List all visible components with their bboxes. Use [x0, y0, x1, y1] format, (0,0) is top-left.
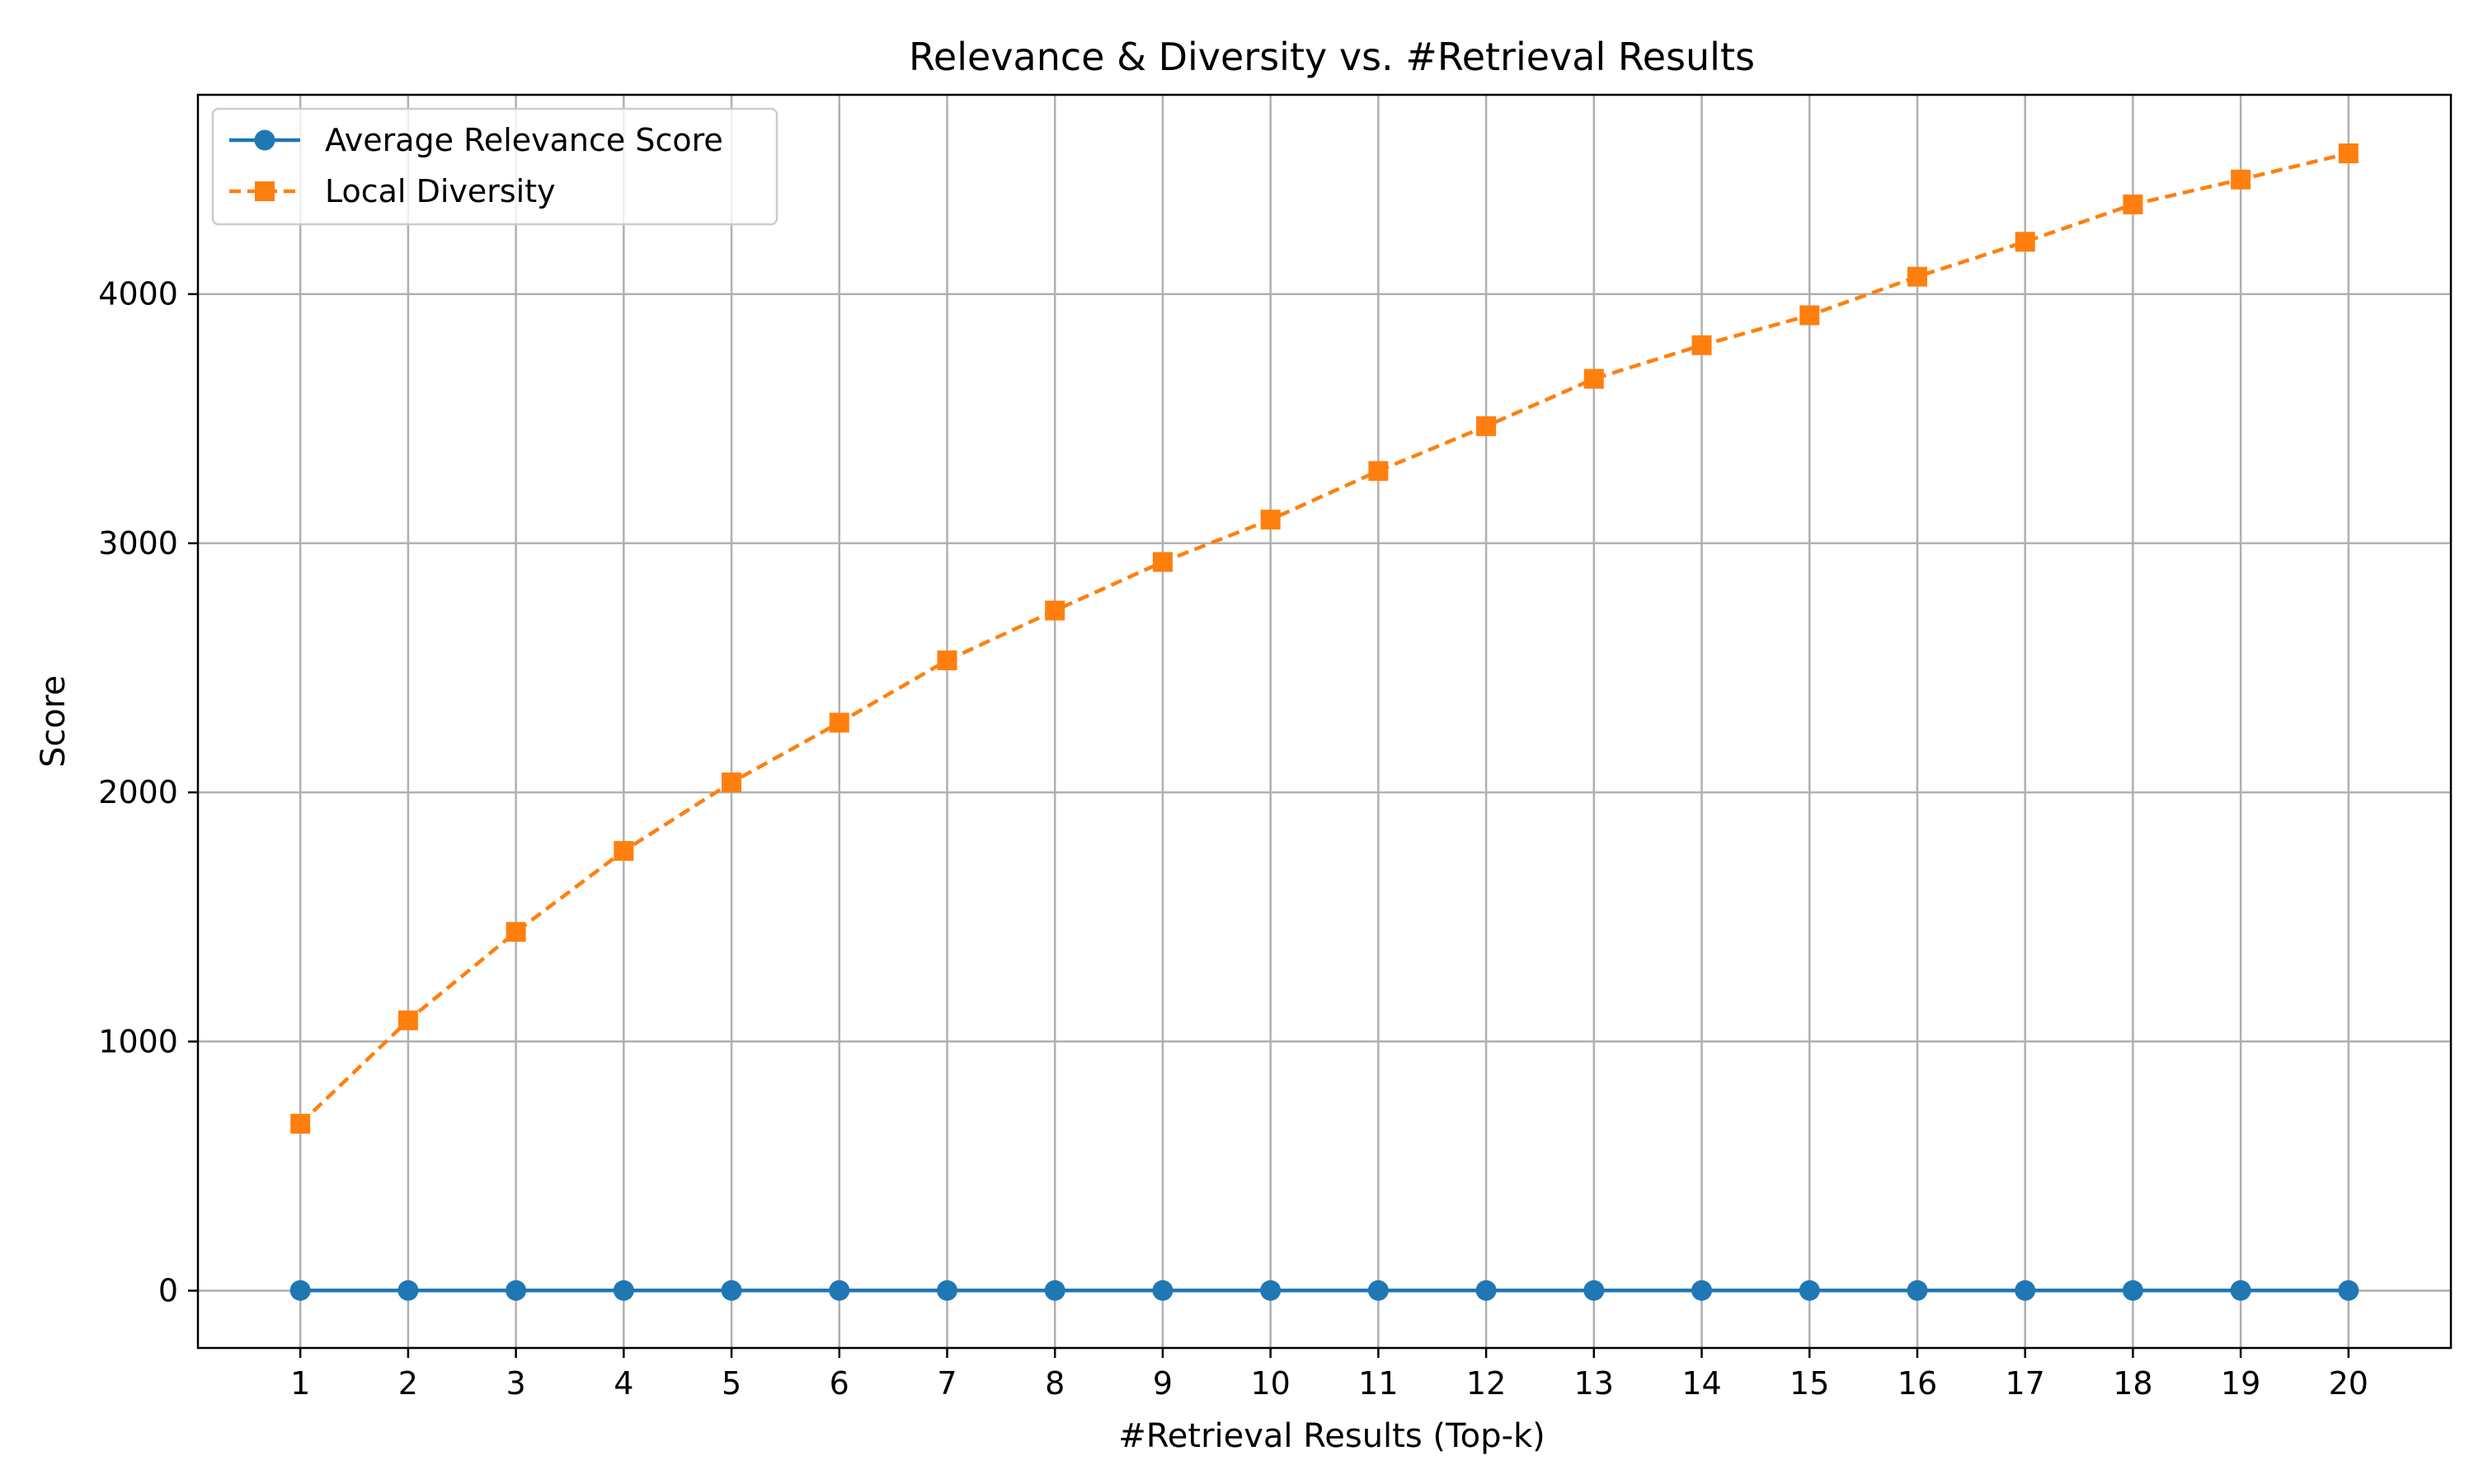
chart-title: Relevance & Diversity vs. #Retrieval Res…	[909, 35, 1755, 79]
legend-label: Local Diversity	[325, 173, 556, 209]
series-average-relevance-score	[289, 1280, 2359, 1301]
data-point	[1368, 461, 1389, 481]
data-point	[937, 650, 957, 670]
x-tick-label: 14	[1681, 1365, 1721, 1402]
data-point	[1044, 1280, 1065, 1301]
data-point	[1583, 369, 1604, 389]
y-tick-label: 0	[158, 1272, 178, 1308]
x-tick-label: 1	[290, 1365, 310, 1402]
data-point	[1367, 1280, 1389, 1301]
x-tick-label: 20	[2329, 1365, 2368, 1402]
data-point	[1260, 1280, 1282, 1301]
legend-box	[211, 107, 778, 226]
data-point	[1907, 1280, 1928, 1301]
legend-marker	[255, 181, 275, 201]
x-tick-label: 18	[2113, 1365, 2152, 1402]
data-point	[936, 1280, 957, 1301]
legend-marker	[254, 129, 275, 151]
data-point	[2231, 169, 2251, 190]
legend-label: Average Relevance Score	[325, 122, 723, 158]
data-point	[2122, 1280, 2143, 1301]
x-tick-label: 6	[830, 1365, 849, 1402]
x-tick-label: 13	[1574, 1365, 1614, 1402]
data-point	[1152, 552, 1173, 572]
x-tick-label: 9	[1153, 1365, 1173, 1402]
x-tick-label: 3	[506, 1365, 526, 1402]
data-point	[614, 841, 634, 862]
grid-lines	[198, 95, 2451, 1348]
plot-frame	[196, 93, 2453, 1350]
data-point	[2338, 143, 2359, 164]
series-local-diversity	[290, 143, 2359, 1134]
data-point	[1045, 600, 1065, 621]
data-point	[2015, 1280, 2036, 1301]
data-point	[397, 1010, 418, 1031]
data-point	[290, 1114, 311, 1134]
series-layer	[289, 143, 2359, 1301]
data-point	[2015, 232, 2035, 252]
data-point	[721, 1280, 742, 1301]
data-point	[1691, 1280, 1713, 1301]
y-tick-label: 4000	[98, 276, 178, 312]
data-point	[829, 712, 849, 733]
x-tick-label: 17	[2005, 1365, 2044, 1402]
data-point	[1691, 335, 1712, 355]
legend-item: Local Diversity	[229, 173, 556, 209]
data-point	[289, 1280, 311, 1301]
data-point	[1799, 305, 1820, 326]
x-tick-label: 10	[1250, 1365, 1290, 1402]
y-tick-label: 3000	[98, 525, 178, 561]
legend-item: Average Relevance Score	[229, 122, 723, 158]
series-line	[299, 151, 2349, 1125]
x-tick-label: 4	[614, 1365, 633, 1402]
y-tick-label: 1000	[98, 1023, 178, 1059]
x-tick-label: 15	[1790, 1365, 1829, 1402]
data-point	[1152, 1280, 1174, 1301]
x-tick-label: 7	[937, 1365, 957, 1402]
data-point	[506, 1280, 527, 1301]
data-point	[1476, 416, 1497, 436]
data-point	[2338, 1280, 2359, 1301]
x-tick-label: 11	[1358, 1365, 1398, 1402]
y-axis-label: Score	[35, 675, 73, 768]
axes: 1 2 3 4 5 6 7 8 9 10 11 12 13 14 15 16 17 18 19 20010002000…	[98, 276, 2368, 1402]
data-point	[829, 1280, 850, 1301]
data-point	[1799, 1280, 1820, 1301]
data-point	[1475, 1280, 1497, 1301]
data-point	[613, 1280, 634, 1301]
data-point	[506, 922, 526, 942]
x-tick-label: 16	[1898, 1365, 1937, 1402]
data-point	[2230, 1280, 2251, 1301]
x-tick-label: 8	[1045, 1365, 1065, 1402]
data-point	[1260, 510, 1281, 530]
x-tick-label: 12	[1466, 1365, 1506, 1402]
x-tick-label: 5	[722, 1365, 741, 1402]
x-axis-label: #Retrieval Results (Top-k)	[1118, 1417, 1545, 1455]
data-point	[1907, 266, 1927, 287]
data-point	[1583, 1280, 1605, 1301]
x-tick-label: 19	[2221, 1365, 2260, 1402]
legend: Average Relevance Score Local Diversity	[211, 107, 778, 226]
y-tick-label: 2000	[98, 774, 178, 810]
x-tick-label: 2	[398, 1365, 418, 1402]
data-point	[397, 1280, 419, 1301]
data-point	[2123, 194, 2143, 214]
data-point	[722, 773, 742, 793]
